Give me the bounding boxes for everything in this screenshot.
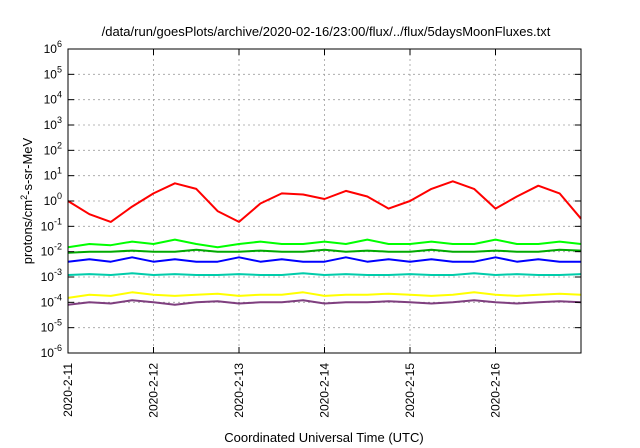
y-tick-base: 10 [44,118,58,132]
y-axis-label: protons/cm2-s-sr-MeV [19,137,35,264]
y-tick-label: 10-4 [41,292,62,309]
y-tick-exp: -1 [54,216,62,226]
series-line-6 [67,291,582,299]
y-tick-exp: 1 [57,166,62,176]
series-line-1 [67,180,582,223]
y-tick-base: 10 [44,169,58,183]
y-tick-base: 10 [44,194,58,208]
y-tick-base: 10 [44,67,58,81]
y-tick-exp: -3 [54,267,62,277]
y-axis-label-rest: -s-sr-MeV [20,137,35,194]
y-tick-base: 10 [41,270,55,284]
y-tick-base: 10 [44,143,58,157]
y-axis-ticks: 10-610-510-410-310-210-11001011021031041… [41,39,581,360]
x-axis-label: Coordinated Universal Time (UTC) [224,430,423,445]
y-axis-label-main: protons/cm [20,200,35,264]
y-tick-base: 10 [41,245,55,259]
x-tick-label: 2020-2-14 [318,363,332,418]
chart-title: /data/run/goesPlots/archive/2020-02-16/2… [102,24,551,39]
y-tick-base: 10 [41,321,55,335]
y-tick-exp: 6 [57,39,62,49]
y-tick-exp: 4 [57,90,62,100]
y-tick-exp: -6 [54,343,62,353]
y-tick-exp: 2 [57,140,62,150]
y-tick-exp: -5 [54,318,62,328]
y-tick-label: 101 [44,166,62,183]
y-tick-label: 10-3 [41,267,62,284]
y-tick-label: 106 [44,39,62,56]
x-tick-label: 2020-2-15 [403,363,417,418]
y-tick-label: 105 [44,64,62,81]
series-lines [67,180,582,306]
x-tick-label: 2020-2-12 [147,363,161,418]
y-tick-label: 104 [44,90,62,107]
y-tick-exp: -4 [54,292,62,302]
y-tick-exp: -2 [54,242,62,252]
series-line-7 [67,299,582,306]
y-tick-base: 10 [41,346,55,360]
y-tick-label: 10-1 [41,216,62,233]
y-tick-exp: 5 [57,64,62,74]
y-tick-label: 10-5 [41,318,62,335]
series-line-5 [67,272,582,276]
y-tick-label: 100 [44,191,62,208]
y-tick-base: 10 [44,93,58,107]
x-tick-label: 2020-2-16 [489,363,503,418]
series-line-3 [67,248,582,254]
y-tick-exp: 3 [57,115,62,125]
y-tick-exp: 0 [57,191,62,201]
y-tick-label: 102 [44,140,62,157]
x-tick-label: 2020-2-13 [232,363,246,418]
series-line-4 [67,256,581,263]
series-line-2 [67,238,582,249]
y-tick-base: 10 [44,42,58,56]
y-tick-base: 10 [41,219,55,233]
y-tick-label: 10-2 [41,242,62,259]
y-tick-base: 10 [41,295,55,309]
x-axis-ticks: 2020-2-11 2020-2-12 2020-2-13 2020-2-14 2020… [61,49,503,418]
y-tick-label: 10-6 [41,343,62,360]
y-tick-label: 103 [44,115,62,132]
y-axis-label-sup: 2 [19,195,29,200]
x-tick-label: 2020-2-11 [61,363,75,417]
